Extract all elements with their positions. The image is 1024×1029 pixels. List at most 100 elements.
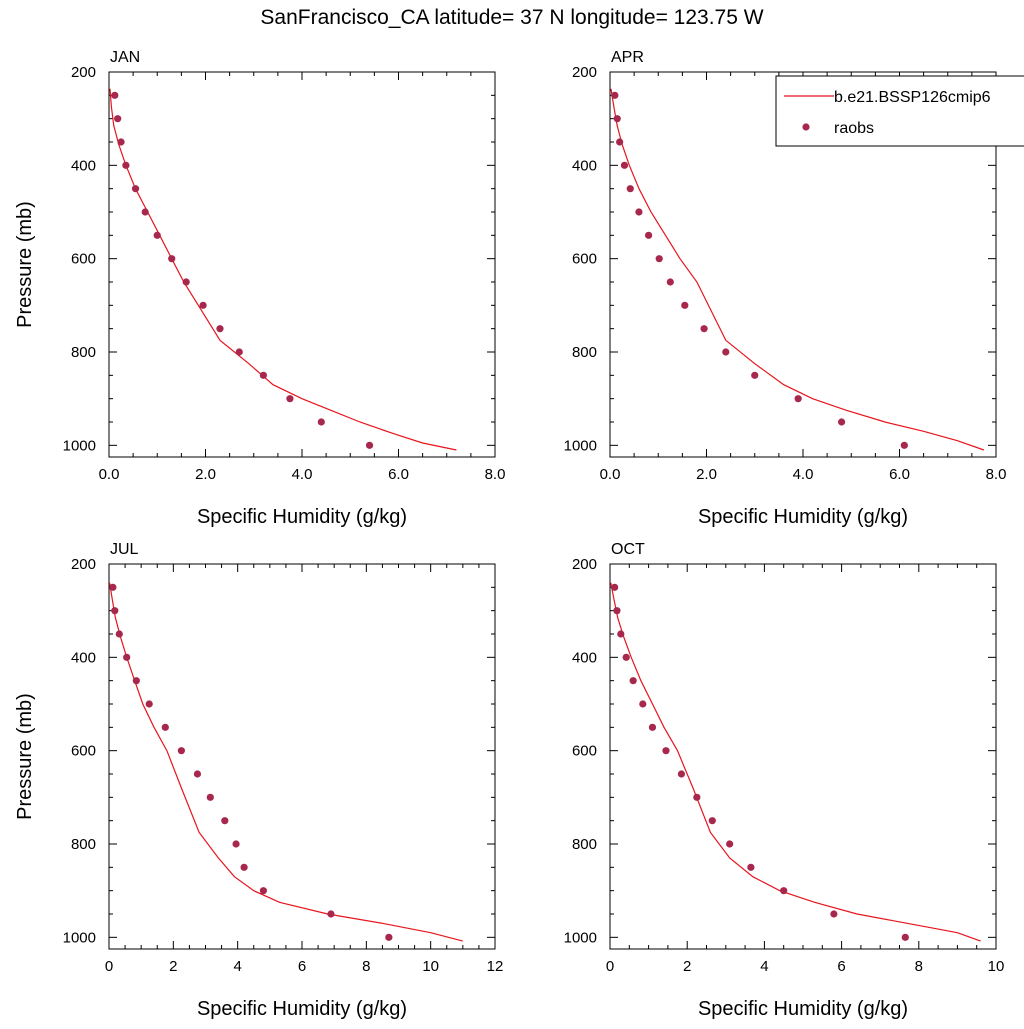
x-tick-label: 12 [487, 958, 504, 975]
raobs-point [182, 278, 190, 286]
x-tick-label: 2.0 [696, 466, 717, 483]
panel-jan: 0.0 2.0 4.0 6.0 8.0 200 400 600 800 1000 JAN Specif… [14, 49, 505, 528]
y-tick-label: 600 [572, 251, 597, 268]
raobs-point [145, 700, 153, 708]
raobs-point [655, 255, 663, 263]
raobs-point [123, 653, 131, 661]
raobs-point [626, 185, 634, 193]
raobs-point [616, 138, 624, 146]
x-tick-label: 2.0 [195, 466, 216, 483]
raobs-point [161, 723, 169, 731]
x-tick-label: 8 [915, 958, 923, 975]
raobs-point [648, 723, 657, 731]
raobs-point [611, 583, 619, 591]
raobs-point [635, 208, 643, 216]
panel-title: APR [611, 49, 644, 66]
raobs-point [153, 231, 161, 239]
raobs-point [662, 747, 670, 755]
raobs-point [317, 418, 325, 426]
raobs-point [259, 371, 267, 379]
raobs-point [677, 770, 686, 778]
y-tick-label: 200 [71, 64, 96, 81]
raobs-point [693, 793, 701, 801]
raobs-point [726, 840, 734, 848]
panel-apr: 0.0 2.0 4.0 6.0 8.0 200 400 600 800 1000 APR Specif… [564, 49, 1007, 528]
raobs-point [611, 91, 619, 99]
legend-box [775, 75, 1024, 147]
raobs-point [666, 278, 674, 286]
y-tick-label: 800 [572, 836, 597, 853]
x-tick-label: 4.0 [793, 466, 814, 483]
raobs-point [132, 677, 140, 685]
y-tick-label: 800 [71, 344, 96, 361]
model-series-line [610, 582, 981, 942]
x-tick-label: 6 [298, 958, 306, 975]
raobs-point [613, 607, 621, 615]
y-axis-label: Pressure (mb) [14, 201, 36, 328]
raobs-point [794, 395, 802, 403]
raobs-point [122, 161, 130, 169]
panel-title: JUL [110, 541, 139, 558]
raobs-point [206, 793, 214, 801]
raobs-point [622, 653, 630, 661]
raobs-point [327, 910, 335, 918]
x-tick-label: 4 [233, 958, 241, 975]
raobs-point [232, 840, 240, 848]
y-tick-label: 800 [572, 344, 597, 361]
raobs-point [141, 208, 149, 216]
raobs-point [221, 817, 229, 825]
panel-title: OCT [611, 541, 645, 558]
raobs-point [629, 677, 637, 685]
legend: b.e21.BSSP126cmip6 raobs [775, 75, 1024, 147]
raobs-point [708, 817, 716, 825]
raobs-point [235, 348, 243, 356]
x-tick-label: 2 [683, 958, 691, 975]
y-tick-label: 400 [572, 157, 597, 174]
x-axis-label: Specific Humidity (g/kg) [698, 506, 908, 528]
raobs-point [259, 887, 267, 895]
y-tick-label: 200 [572, 556, 597, 573]
y-tick-label: 400 [71, 649, 96, 666]
x-tick-label: 8.0 [986, 466, 1007, 483]
raobs-point [216, 325, 224, 333]
raobs-point [620, 161, 629, 169]
raobs-point [177, 747, 185, 755]
raobs-point [751, 371, 759, 379]
x-tick-label: 6 [837, 958, 845, 975]
model-series-line [109, 582, 463, 942]
x-tick-label: 10 [422, 958, 439, 975]
raobs-point [747, 863, 755, 871]
raobs-point [830, 910, 838, 918]
x-tick-label: 10 [988, 958, 1005, 975]
y-tick-label: 400 [71, 157, 96, 174]
x-tick-label: 6.0 [889, 466, 910, 483]
x-tick-label: 0 [105, 958, 113, 975]
x-tick-label: 0.0 [600, 466, 621, 483]
y-tick-label: 200 [71, 556, 96, 573]
x-tick-label: 0.0 [99, 466, 120, 483]
legend-model-label: b.e21.BSSP126cmip6 [834, 89, 991, 106]
y-axis-label: Pressure (mb) [14, 693, 36, 820]
panel-title: JAN [110, 49, 140, 66]
raobs-point [109, 583, 117, 591]
panel-oct: 0 2 4 6 8 10 200 400 600 800 1000 OCT Specific Humid… [564, 541, 1005, 1020]
raobs-point [111, 607, 119, 615]
raobs-point [365, 441, 374, 449]
raobs-point [114, 115, 122, 123]
panel-jul: 0 2 4 6 8 10 12 200 400 600 800 1000 JUL Specific Hum… [14, 541, 503, 1020]
raobs-point [700, 325, 708, 333]
y-tick-label: 800 [71, 836, 96, 853]
plot-frame [609, 563, 997, 950]
raobs-point [286, 395, 294, 403]
raobs-point [240, 863, 248, 871]
x-tick-label: 0 [606, 958, 614, 975]
raobs-point [168, 255, 176, 263]
x-axis-label: Specific Humidity (g/kg) [197, 506, 407, 528]
raobs-point [639, 700, 647, 708]
x-axis-label: Specific Humidity (g/kg) [698, 998, 908, 1020]
raobs-point [681, 301, 689, 309]
raobs-point [111, 91, 119, 99]
raobs-point [193, 770, 202, 778]
